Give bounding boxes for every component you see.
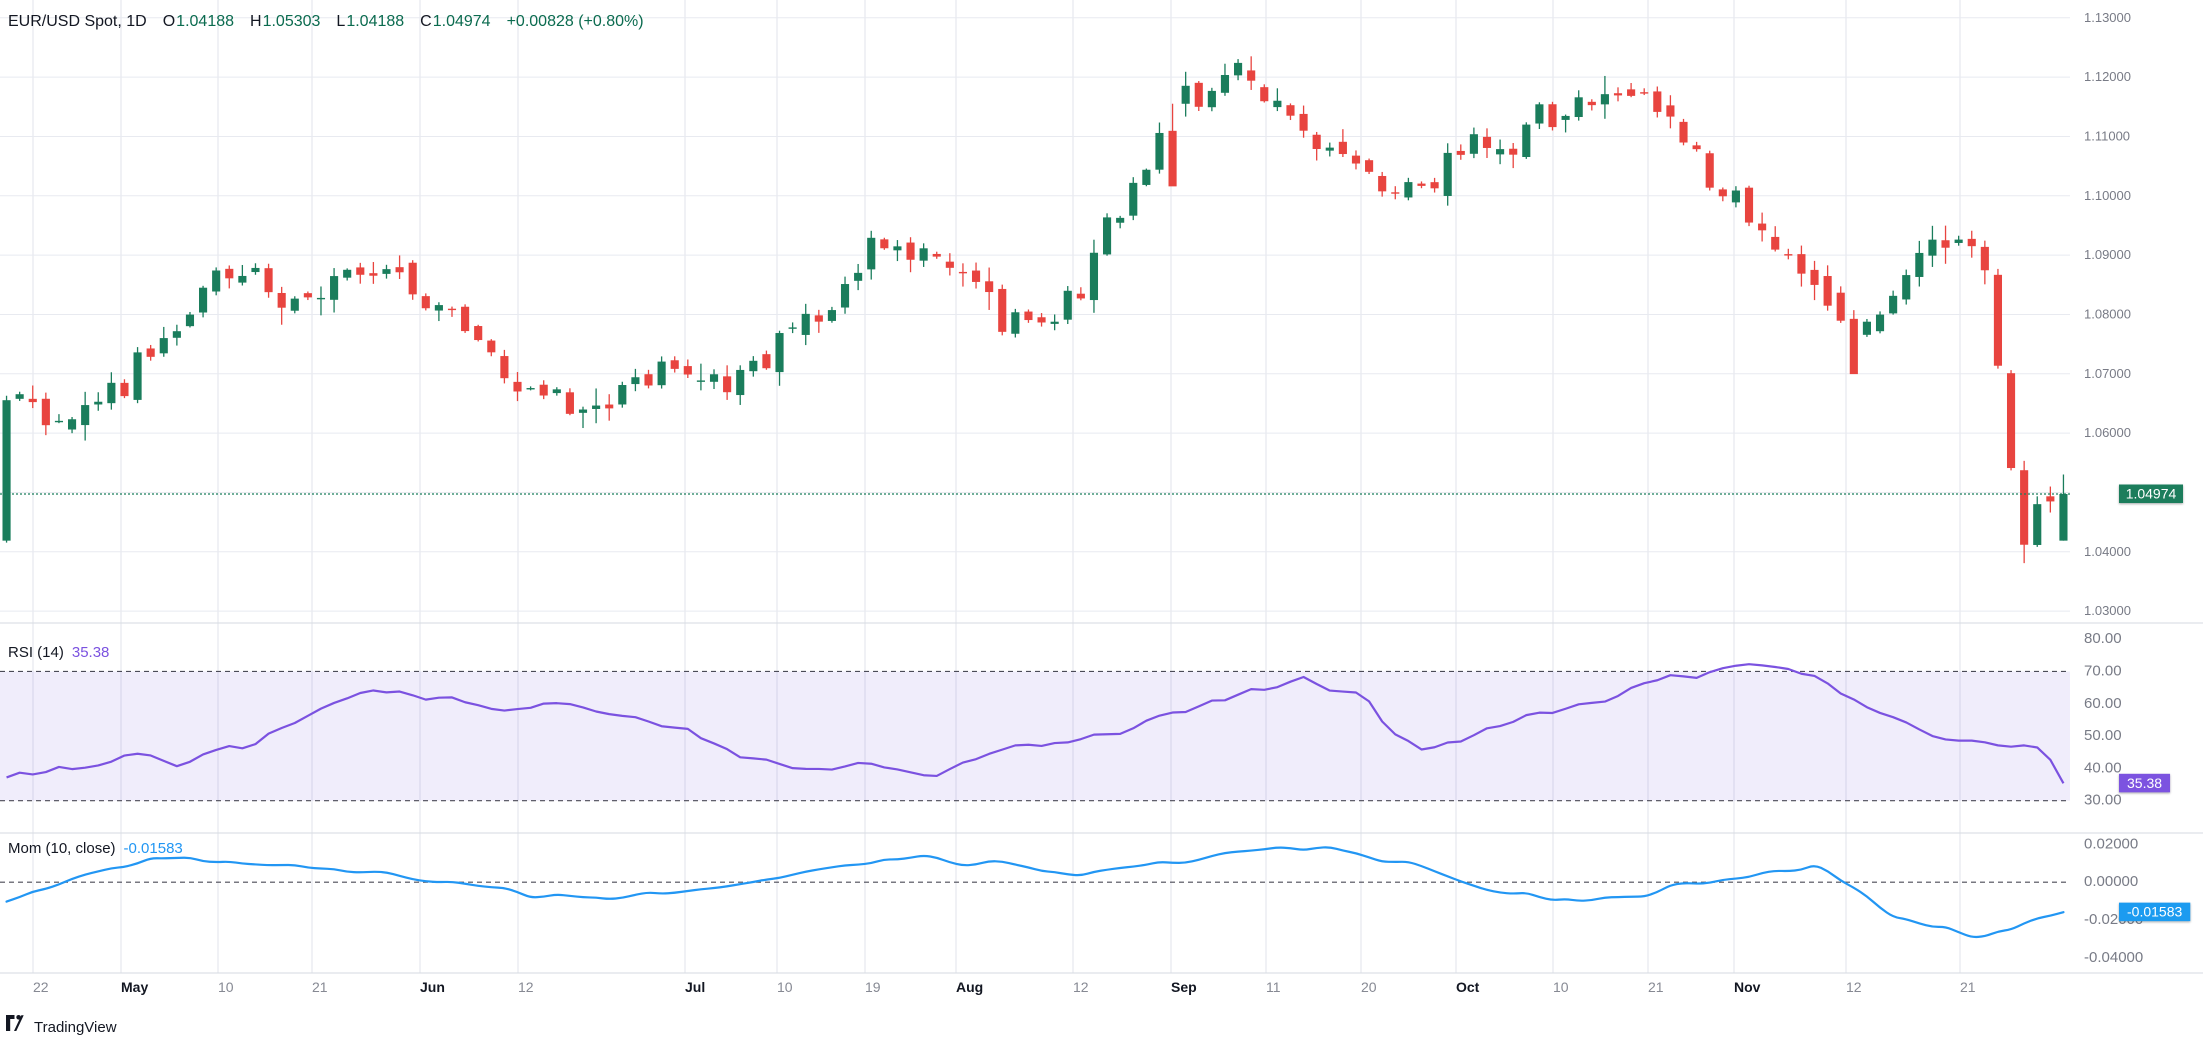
- svg-text:1.04000: 1.04000: [2084, 544, 2131, 559]
- svg-text:1.09000: 1.09000: [2084, 247, 2131, 262]
- svg-text:1.11000: 1.11000: [2084, 128, 2130, 143]
- svg-text:L: L: [336, 13, 345, 30]
- svg-text:1.03000: 1.03000: [2084, 603, 2131, 618]
- svg-text:May: May: [121, 979, 148, 995]
- svg-text:Sep: Sep: [1171, 979, 1197, 995]
- svg-text:H: H: [250, 13, 262, 30]
- svg-text:35.38: 35.38: [72, 644, 110, 661]
- svg-text:10: 10: [218, 979, 234, 995]
- svg-text:50.00: 50.00: [2084, 727, 2122, 744]
- svg-text:RSI (14): RSI (14): [8, 644, 64, 661]
- svg-text:12: 12: [1846, 979, 1862, 995]
- svg-text:Nov: Nov: [1734, 979, 1761, 995]
- svg-text:40.00: 40.00: [2084, 759, 2122, 776]
- svg-text:1.05303: 1.05303: [263, 13, 321, 30]
- svg-text:+0.00828 (+0.80%): +0.00828 (+0.80%): [507, 13, 644, 30]
- svg-text:1.04188: 1.04188: [346, 13, 404, 30]
- svg-text:22: 22: [33, 979, 49, 995]
- svg-text:10: 10: [777, 979, 793, 995]
- svg-text:11: 11: [1266, 979, 1281, 995]
- svg-text:TradingView: TradingView: [34, 1019, 117, 1036]
- svg-text:12: 12: [1073, 979, 1089, 995]
- svg-text:1.04974: 1.04974: [2126, 486, 2177, 502]
- svg-text:21: 21: [1648, 979, 1664, 995]
- svg-text:C: C: [420, 13, 432, 30]
- svg-text:0.00000: 0.00000: [2084, 873, 2138, 890]
- svg-text:1.10000: 1.10000: [2084, 188, 2131, 203]
- svg-text:Oct: Oct: [1456, 979, 1480, 995]
- svg-text:12: 12: [518, 979, 534, 995]
- svg-text:O: O: [163, 13, 175, 30]
- svg-text:0.02000: 0.02000: [2084, 835, 2138, 852]
- svg-text:1.07000: 1.07000: [2084, 366, 2131, 381]
- svg-text:60.00: 60.00: [2084, 695, 2122, 712]
- svg-text:19: 19: [865, 979, 881, 995]
- svg-text:Aug: Aug: [956, 979, 983, 995]
- svg-text:-0.01583: -0.01583: [2127, 904, 2182, 920]
- svg-text:21: 21: [1960, 979, 1976, 995]
- svg-text:70.00: 70.00: [2084, 662, 2122, 679]
- svg-text:1.13000: 1.13000: [2084, 10, 2131, 25]
- svg-text:Jul: Jul: [685, 979, 705, 995]
- svg-text:1.06000: 1.06000: [2084, 425, 2131, 440]
- svg-text:80.00: 80.00: [2084, 630, 2122, 647]
- svg-text:-0.01583: -0.01583: [124, 840, 183, 857]
- svg-text:Mom (10, close): Mom (10, close): [8, 840, 116, 857]
- svg-text:20: 20: [1361, 979, 1377, 995]
- svg-text:Jun: Jun: [420, 979, 445, 995]
- svg-text:10: 10: [1553, 979, 1569, 995]
- svg-text:30.00: 30.00: [2084, 792, 2122, 809]
- svg-text:1.12000: 1.12000: [2084, 69, 2131, 84]
- svg-text:35.38: 35.38: [2127, 775, 2162, 791]
- svg-text:1.04188: 1.04188: [176, 13, 234, 30]
- svg-text:1.04974: 1.04974: [433, 13, 491, 30]
- svg-text:21: 21: [312, 979, 328, 995]
- svg-text:1.08000: 1.08000: [2084, 306, 2131, 321]
- svg-text:-0.04000: -0.04000: [2084, 949, 2143, 966]
- svg-text:EUR/USD Spot, 1D: EUR/USD Spot, 1D: [8, 13, 147, 30]
